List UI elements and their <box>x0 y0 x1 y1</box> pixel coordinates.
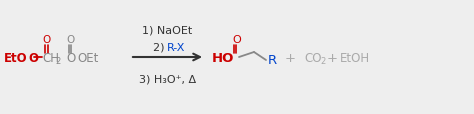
Text: EtOH: EtOH <box>340 51 370 64</box>
Text: O: O <box>66 35 74 45</box>
Text: O: O <box>232 35 241 45</box>
Text: R: R <box>268 54 277 67</box>
Text: 2: 2 <box>55 56 60 65</box>
Text: R-X: R-X <box>166 43 185 53</box>
Text: 1) NaOEt: 1) NaOEt <box>142 25 192 35</box>
Text: +: + <box>327 51 338 64</box>
Text: O: O <box>28 51 38 64</box>
Text: HO: HO <box>212 51 234 64</box>
Text: O: O <box>66 51 75 64</box>
Text: +: + <box>284 51 295 64</box>
Text: 3) H₃O⁺, Δ: 3) H₃O⁺, Δ <box>139 74 196 84</box>
Text: CH: CH <box>42 51 59 64</box>
Text: CO: CO <box>304 51 321 64</box>
Text: 2: 2 <box>320 57 325 66</box>
Text: 2): 2) <box>154 43 168 53</box>
Text: OEt: OEt <box>77 51 99 64</box>
Text: EtO: EtO <box>4 51 27 64</box>
Text: O: O <box>42 35 50 45</box>
